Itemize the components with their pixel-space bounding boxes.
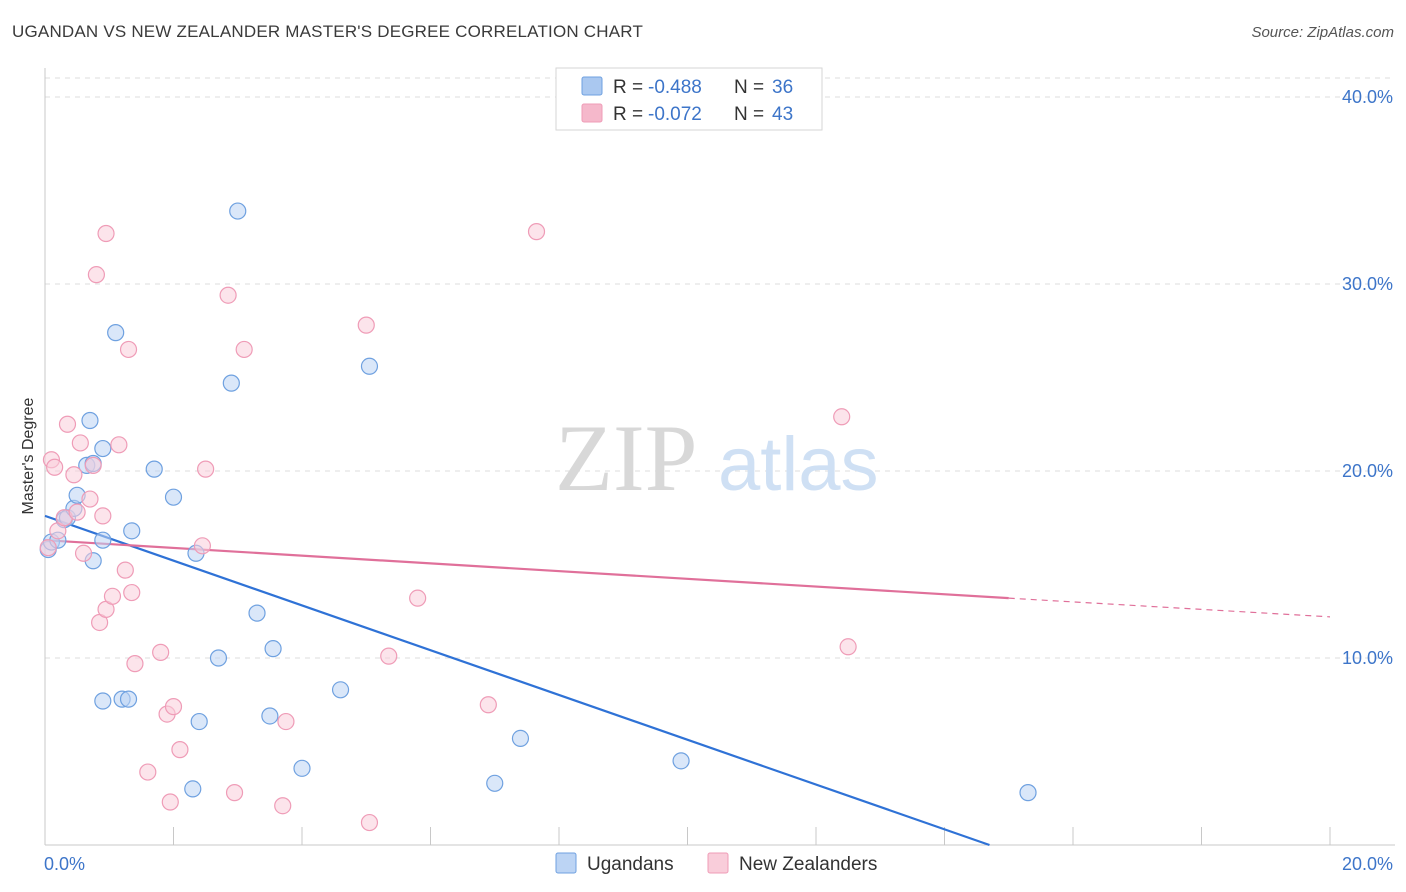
stats-r-value: -0.488 [648, 77, 702, 98]
data-point-new-zealanders [74, 544, 93, 562]
data-point-ugandans [229, 202, 247, 220]
data-point-new-zealanders [97, 224, 115, 243]
y-tick-label: 30.0% [1342, 274, 1393, 294]
data-point-new-zealanders [357, 316, 375, 334]
stats-n-value: 36 [772, 77, 793, 98]
data-point-ugandans [261, 707, 279, 725]
trend-line-ugandans [44, 514, 990, 847]
data-point-new-zealanders [65, 466, 83, 484]
legend-label-new-zealanders: New Zealanders [739, 854, 877, 875]
x-tick-label: 20.0% [1342, 854, 1393, 874]
data-point-ugandans [222, 374, 240, 392]
data-point-new-zealanders [81, 490, 99, 508]
data-point-new-zealanders [39, 539, 57, 557]
data-point-new-zealanders [277, 712, 295, 731]
data-point-ugandans [209, 649, 228, 667]
y-tick-label: 40.0% [1342, 87, 1393, 107]
data-point-new-zealanders [235, 340, 253, 359]
y-tick-label: 10.0% [1342, 648, 1393, 668]
data-point-new-zealanders [839, 638, 857, 656]
data-point-new-zealanders [161, 793, 179, 811]
stats-swatch [581, 76, 603, 96]
data-point-new-zealanders [152, 643, 170, 661]
data-point-ugandans [119, 690, 138, 708]
legend-swatch-new-zealanders [707, 852, 729, 874]
data-point-ugandans [94, 531, 112, 549]
stats-r-label: R = [613, 104, 643, 125]
stats-swatch [581, 103, 603, 123]
watermark-zip: ZIP [555, 405, 698, 511]
data-point-ugandans [360, 357, 379, 375]
data-point-new-zealanders [126, 655, 144, 673]
trend-line-extension [1008, 597, 1331, 618]
source-label: Source: ZipAtlas.com [1251, 24, 1394, 41]
data-point-new-zealanders [225, 784, 244, 802]
stats-n-label: N = [734, 104, 764, 125]
data-point-new-zealanders [116, 561, 134, 579]
data-point-ugandans [145, 460, 163, 478]
x-tick-label: 0.0% [44, 854, 85, 874]
data-point-ugandans [190, 712, 208, 731]
data-point-ugandans [164, 488, 183, 506]
data-point-ugandans [184, 780, 202, 798]
data-point-new-zealanders [103, 587, 122, 605]
stats-n-label: N = [734, 77, 764, 98]
data-point-new-zealanders [274, 797, 292, 815]
data-point-ugandans [511, 729, 530, 748]
data-point-new-zealanders [171, 741, 189, 759]
data-point-new-zealanders [84, 456, 102, 474]
legend-label-ugandans: Ugandans [587, 854, 674, 875]
data-point-ugandans [486, 774, 504, 792]
stats-r-value: -0.072 [648, 104, 702, 125]
data-point-new-zealanders [110, 436, 128, 454]
data-point-new-zealanders [139, 763, 157, 781]
data-point-ugandans [123, 522, 141, 540]
data-point-new-zealanders [68, 503, 86, 521]
stats-r-label: R = [613, 77, 643, 98]
data-point-new-zealanders [123, 583, 141, 602]
data-point-ugandans [293, 759, 311, 777]
data-point-new-zealanders [527, 223, 546, 241]
data-point-new-zealanders [409, 589, 427, 607]
data-point-new-zealanders [119, 340, 138, 359]
data-point-new-zealanders [193, 537, 212, 555]
data-point-new-zealanders [833, 408, 851, 426]
data-point-new-zealanders [360, 813, 379, 832]
data-point-new-zealanders [94, 507, 112, 525]
data-point-ugandans [107, 324, 125, 342]
stats-n-value: 43 [772, 104, 793, 125]
data-point-new-zealanders [58, 415, 77, 433]
data-point-new-zealanders [87, 266, 106, 284]
data-point-new-zealanders [164, 698, 183, 716]
data-point-ugandans [264, 640, 282, 658]
chart-title: UGANDAN VS NEW ZEALANDER MASTER'S DEGREE… [12, 22, 644, 41]
data-point-ugandans [94, 439, 112, 458]
legend-swatch-ugandans [555, 852, 577, 874]
data-point-new-zealanders [380, 647, 398, 665]
data-point-ugandans [81, 411, 99, 430]
data-point-ugandans [672, 752, 690, 770]
data-point-new-zealanders [71, 434, 89, 452]
data-point-ugandans [331, 681, 350, 699]
data-point-new-zealanders [479, 696, 497, 714]
data-point-new-zealanders [46, 458, 64, 476]
data-point-ugandans [94, 692, 112, 710]
y-tick-label: 20.0% [1342, 461, 1393, 481]
data-point-ugandans [248, 604, 266, 622]
data-point-new-zealanders [219, 286, 237, 304]
data-point-new-zealanders [197, 460, 215, 478]
watermark-atlas: atlas [718, 422, 879, 507]
data-point-ugandans [1019, 784, 1037, 802]
y-axis-title: Master's Degree [20, 397, 37, 514]
